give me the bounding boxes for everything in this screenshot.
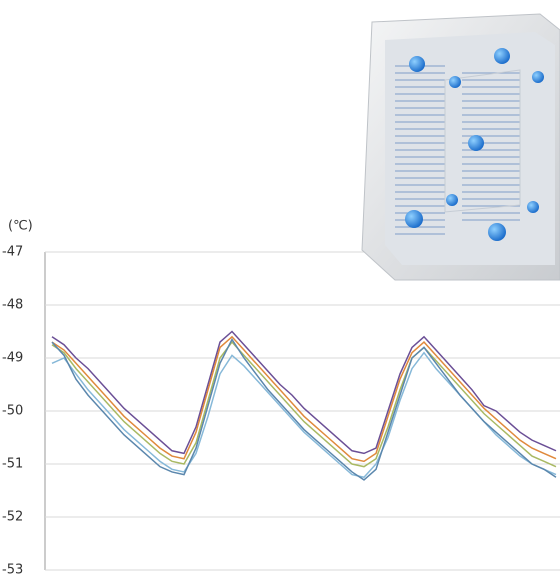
- y-tick-label: -50: [2, 404, 23, 419]
- y-tick-label: -48: [2, 298, 23, 313]
- lines: [51, 330, 557, 481]
- y-axis-unit: (℃): [8, 219, 33, 234]
- y-tick-label: -53: [2, 563, 23, 575]
- y-tick-label: -52: [2, 510, 23, 525]
- freezer-image: [361, 13, 560, 281]
- series-line: [51, 351, 557, 479]
- series-line: [51, 330, 557, 455]
- series-line: [51, 337, 557, 481]
- y-tick-label: -51: [2, 457, 23, 472]
- grid: [45, 251, 560, 571]
- series-line: [51, 335, 557, 463]
- y-tick-label: -47: [2, 245, 23, 260]
- y-tick-label: -49: [2, 351, 23, 366]
- series-line: [51, 340, 557, 468]
